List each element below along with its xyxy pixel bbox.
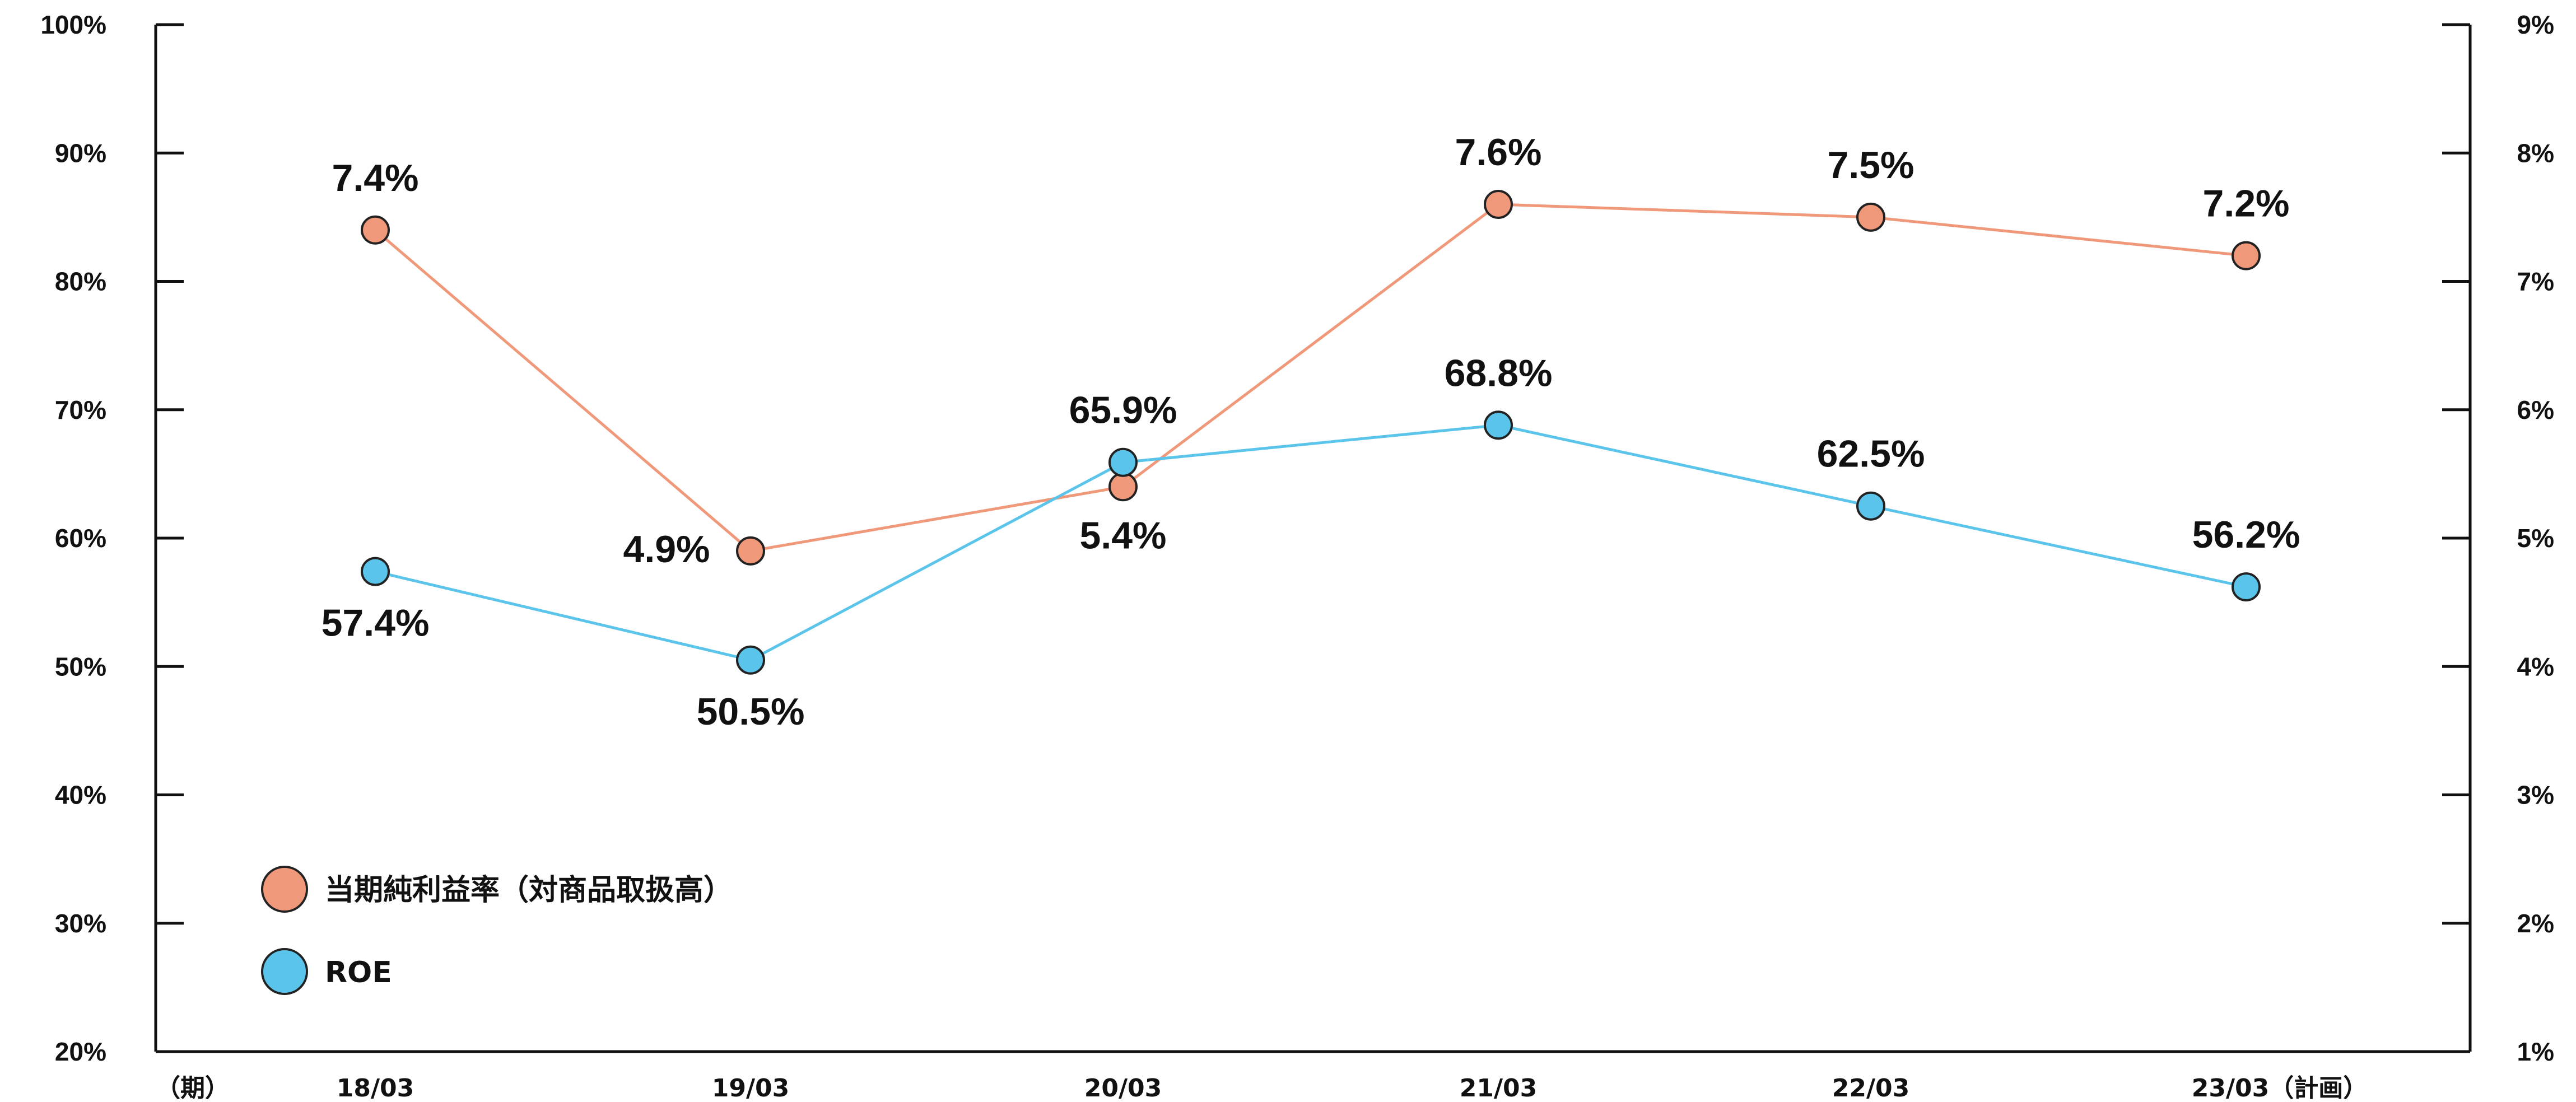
x-tick-label: 20/03 <box>1084 1074 1162 1102</box>
left-tick-label: 60% <box>55 524 106 553</box>
x-tick-label: 21/03 <box>1460 1074 1538 1102</box>
x-tick-label: 22/03 <box>1832 1074 1910 1102</box>
x-tick-label: 18/03 <box>337 1074 414 1102</box>
axes: 20% 30% 40% 50% 60% 70% 80% 90% 100% 1% 2% 3% 4% 5% 6%… <box>40 10 2554 1102</box>
data-label: 4.9% <box>623 528 710 571</box>
legend: 当期純利益率（対商品取扱高） ROE <box>261 866 733 995</box>
left-tick-label: 40% <box>55 781 106 810</box>
legend-label: ROE <box>325 956 392 989</box>
left-tick-label: 20% <box>55 1037 106 1066</box>
right-tick-label: 2% <box>2517 909 2554 938</box>
x-tick-label: 19/03 <box>712 1074 790 1102</box>
left-tick-label: 80% <box>55 267 106 296</box>
data-point <box>1484 410 1513 440</box>
data-point <box>1856 202 1885 232</box>
data-point <box>1108 447 1138 477</box>
series-line-1 <box>375 423 2247 662</box>
data-label: 7.2% <box>2203 183 2290 225</box>
data-labels: 7.4% 4.9% 5.4% 7.6% 7.5% 7.2% 57.4% 50.5% 65.9% 6… <box>322 131 2300 733</box>
right-tick-label: 7% <box>2517 267 2554 296</box>
right-tick-label: 8% <box>2517 138 2554 167</box>
data-label: 65.9% <box>1069 389 1177 432</box>
series-lines <box>374 203 2247 662</box>
left-tick-label: 90% <box>55 138 106 167</box>
right-tick-label: 1% <box>2517 1037 2554 1066</box>
series-line-0 <box>374 203 2247 553</box>
data-label: 5.4% <box>1080 514 1167 557</box>
left-tick-label: 30% <box>55 909 106 938</box>
left-tick-label: 70% <box>55 395 106 424</box>
data-label: 7.6% <box>1455 131 1542 174</box>
left-tick-label: 100% <box>40 10 106 39</box>
data-label: 68.8% <box>1445 352 1553 394</box>
data-point <box>2232 241 2261 270</box>
right-tick-label: 6% <box>2517 395 2554 424</box>
right-tick-label: 3% <box>2517 781 2554 810</box>
data-point <box>1856 491 1885 521</box>
right-tick-label: 9% <box>2517 10 2554 39</box>
series-points <box>361 189 2261 675</box>
data-point <box>361 557 390 586</box>
legend-marker <box>261 948 308 995</box>
x-axis-unit-label: （期） <box>156 1074 230 1102</box>
data-point <box>736 645 765 675</box>
data-label: 7.4% <box>332 157 419 199</box>
data-point <box>1108 472 1138 502</box>
legend-label: 当期純利益率（対商品取扱高） <box>325 874 733 907</box>
data-label: 62.5% <box>1817 433 1925 475</box>
x-tick-label: 23/03（計画） <box>2192 1074 2368 1102</box>
legend-marker <box>261 866 308 913</box>
data-label: 7.5% <box>1828 144 1914 186</box>
right-tick-label: 5% <box>2517 524 2554 553</box>
data-label: 56.2% <box>2192 513 2300 556</box>
data-point <box>2232 572 2261 602</box>
data-point <box>361 215 390 245</box>
data-point <box>736 536 765 566</box>
right-tick-label: 4% <box>2517 652 2554 681</box>
data-point <box>1484 189 1513 219</box>
data-label: 50.5% <box>697 690 805 733</box>
data-label: 57.4% <box>322 602 430 645</box>
left-tick-label: 50% <box>55 652 106 681</box>
